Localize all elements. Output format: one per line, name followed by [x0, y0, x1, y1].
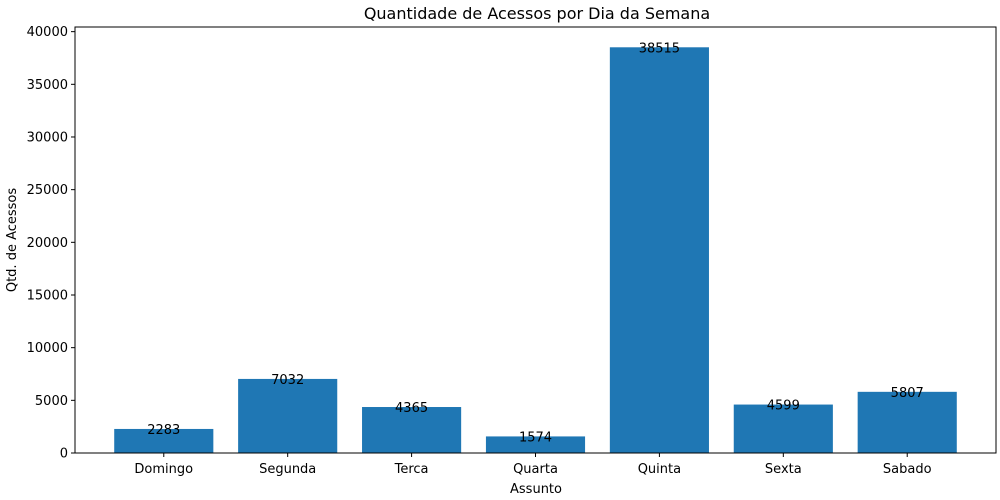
x-tick-label: Sexta — [765, 462, 802, 477]
data-label: 4599 — [767, 399, 800, 414]
y-tick-label: 0 — [60, 447, 68, 462]
y-tick-label: 30000 — [27, 130, 68, 145]
x-tick-label: Terca — [394, 462, 429, 477]
plot-frame — [74, 26, 997, 454]
data-label: 7032 — [271, 373, 304, 388]
bar — [485, 436, 586, 453]
y-tick-label: 40000 — [27, 25, 68, 40]
data-label: 2283 — [147, 423, 180, 438]
y-tick-label: 35000 — [27, 78, 68, 93]
x-tick-label: Quarta — [513, 462, 558, 477]
bar — [238, 378, 338, 453]
bar — [609, 47, 709, 454]
data-label: 5807 — [891, 386, 924, 401]
x-axis-label: Assunto — [510, 482, 562, 497]
y-tick-label: 25000 — [27, 183, 68, 198]
x-tick-label: Domingo — [134, 462, 193, 477]
y-tick-label: 10000 — [27, 341, 68, 356]
data-label: 4365 — [395, 401, 428, 416]
plot-area: 0 5000 10000 15000 20000 25000 30000 35000 40000… — [27, 25, 957, 477]
bar — [362, 407, 462, 453]
bar — [114, 428, 214, 453]
bar — [733, 404, 833, 453]
data-label: 1574 — [519, 430, 552, 445]
chart-title: Quantidade de Acessos por Dia da Semana — [364, 4, 710, 23]
x-tick-label: Quinta — [638, 462, 681, 477]
y-tick-label: 20000 — [27, 236, 68, 251]
x-tick-label: Segunda — [259, 462, 316, 477]
y-tick-label: 15000 — [27, 288, 68, 303]
x-tick-label: Sabado — [883, 462, 932, 477]
y-axis-label: Qtd. de Acessos — [5, 188, 20, 293]
bar — [857, 391, 957, 453]
data-label: 38515 — [639, 41, 680, 56]
y-tick-label: 5000 — [35, 394, 68, 409]
